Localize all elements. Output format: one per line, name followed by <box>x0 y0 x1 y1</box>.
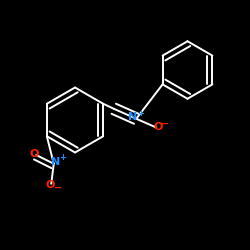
Text: −: − <box>161 118 169 128</box>
Text: O: O <box>30 149 39 159</box>
Text: +: + <box>59 153 66 162</box>
Text: O: O <box>46 180 55 190</box>
Text: N: N <box>128 112 138 122</box>
Text: −: − <box>54 183 62 193</box>
Text: N: N <box>50 157 60 167</box>
Text: +: + <box>137 109 144 118</box>
Text: O: O <box>153 122 162 132</box>
